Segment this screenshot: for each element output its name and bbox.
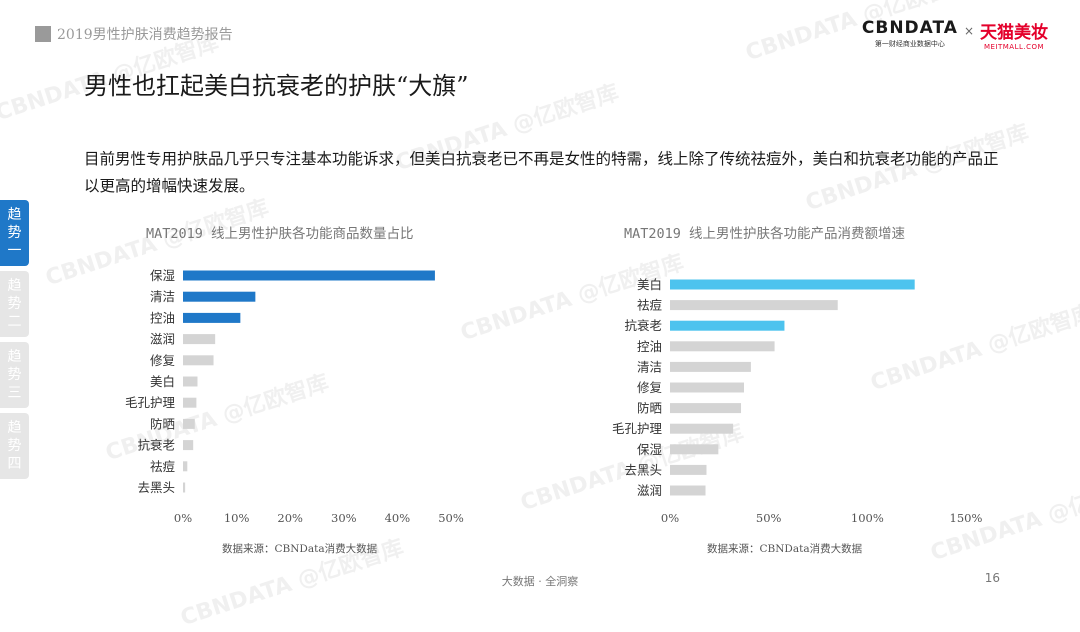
category-label: 防晒 <box>637 401 662 416</box>
tab-char: 势 <box>7 296 22 312</box>
bar <box>183 376 198 387</box>
bar <box>183 397 197 408</box>
bar <box>183 440 194 451</box>
x-tick-label: 40% <box>385 511 411 525</box>
x-tick-label: 50% <box>756 511 782 525</box>
bar <box>670 279 915 290</box>
category-label: 保湿 <box>150 268 175 283</box>
category-label: 美白 <box>637 277 662 292</box>
bar <box>670 423 734 434</box>
footer-slogan: 大数据 · 全洞察 <box>501 575 579 588</box>
cbndata-logo-text: CBNDATA <box>861 18 958 38</box>
category-label: 去黑头 <box>137 480 175 495</box>
x-tick-label: 100% <box>851 511 884 525</box>
category-label: 控油 <box>637 339 662 354</box>
category-label: 滋润 <box>150 332 175 347</box>
category-label: 控油 <box>150 310 175 325</box>
category-label: 修复 <box>150 353 176 368</box>
bar <box>670 361 751 372</box>
page-description: 目前男性专用护肤品几乎只专注基本功能诉求，但美白抗衰老已不再是女性的特需，线上除… <box>84 150 999 195</box>
bar <box>670 382 744 393</box>
bar <box>183 334 216 345</box>
cbndata-logo: CBNDATA 第一财经商业数据中心 <box>862 18 958 49</box>
category-label: 美白 <box>150 374 175 389</box>
cbndata-logo-sub: 第一财经商业数据中心 <box>874 40 945 48</box>
tab-char: 势 <box>7 225 22 241</box>
bar <box>670 444 719 455</box>
bar <box>183 418 195 429</box>
category-label: 去黑头 <box>624 462 662 477</box>
bar <box>183 482 186 493</box>
page-number: 16 <box>984 571 1000 585</box>
tab-char: 二 <box>7 314 22 330</box>
bar <box>183 312 241 323</box>
logo-separator: × <box>963 24 974 38</box>
category-label: 抗衰老 <box>624 318 662 333</box>
bar <box>670 485 706 496</box>
tab-char: 趋 <box>7 278 22 294</box>
tab-char: 四 <box>7 456 22 472</box>
header-square-icon <box>35 26 51 42</box>
category-label: 滋润 <box>637 483 662 498</box>
bar <box>183 291 256 302</box>
x-tick-label: 30% <box>331 511 357 525</box>
report-header: 2019男性护肤消费趋势报告 <box>35 24 233 44</box>
tab-trend-4[interactable]: 趋 势 四 <box>0 413 29 479</box>
tab-trend-3[interactable]: 趋 势 三 <box>0 342 29 408</box>
x-tick-label: 20% <box>277 511 303 525</box>
bar <box>670 464 707 475</box>
chart-2-source: 数据来源：CBNData消费大数据 <box>707 543 863 555</box>
tab-trend-2[interactable]: 趋 势 二 <box>0 271 29 337</box>
bar <box>670 341 775 352</box>
bar <box>670 320 785 331</box>
tab-trend-1[interactable]: 趋 势 一 <box>0 200 29 266</box>
tmall-logo-text: 天猫美妆 <box>980 23 1048 43</box>
category-label: 清洁 <box>637 359 662 374</box>
tab-char: 势 <box>7 438 22 454</box>
tab-char: 趋 <box>7 420 22 436</box>
x-tick-label: 0% <box>661 511 679 525</box>
brand-logos: CBNDATA 第一财经商业数据中心 × 天猫美妆 MEITMALL.COM <box>862 18 1048 51</box>
category-label: 抗衰老 <box>137 438 175 453</box>
bar <box>183 355 214 366</box>
category-label: 保湿 <box>637 442 662 457</box>
x-tick-label: 0% <box>174 511 192 525</box>
category-label: 祛痘 <box>150 459 176 474</box>
chart-2-title: MAT2019 线上男性护肤各功能产品消费额增速 <box>624 226 906 242</box>
tab-char: 势 <box>7 367 22 383</box>
category-label: 毛孔护理 <box>125 395 176 410</box>
page-title: 男性也扛起美白抗衰老的护肤“大旗” <box>84 72 469 100</box>
category-label: 毛孔护理 <box>612 421 663 436</box>
tmall-logo-sub: MEITMALL.COM <box>983 43 1045 51</box>
chart-1-title: MAT2019 线上男性护肤各功能商品数量占比 <box>146 226 414 242</box>
bar <box>670 403 742 414</box>
bar <box>670 300 838 311</box>
tmall-beauty-logo: 天猫美妆 MEITMALL.COM <box>980 18 1048 51</box>
tab-char: 三 <box>7 385 22 401</box>
category-label: 清洁 <box>150 289 175 304</box>
x-tick-label: 50% <box>438 511 464 525</box>
tab-char: 趋 <box>7 349 22 365</box>
category-label: 修复 <box>637 380 663 395</box>
tab-char: 一 <box>7 243 22 259</box>
bar <box>183 461 188 472</box>
x-tick-label: 150% <box>950 511 983 525</box>
category-label: 祛痘 <box>637 298 663 313</box>
x-tick-label: 10% <box>224 511 250 525</box>
tab-char: 趋 <box>7 207 22 223</box>
category-label: 防晒 <box>150 416 175 431</box>
bar <box>183 270 435 281</box>
report-title: 2019男性护肤消费趋势报告 <box>57 27 233 43</box>
chart-1-source: 数据来源：CBNData消费大数据 <box>222 543 378 555</box>
side-tabs: 趋 势 一 趋 势 二 趋 势 三 趋 势 四 <box>0 200 29 484</box>
